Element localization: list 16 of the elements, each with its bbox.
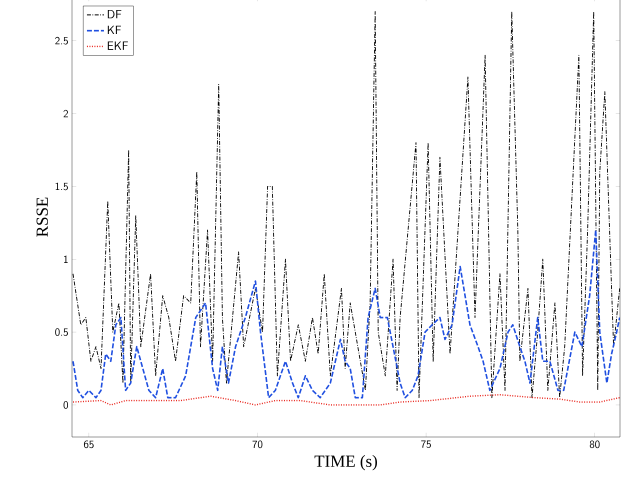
line-series — [72, 229, 620, 398]
x-axis-title: TIME (s) — [314, 455, 377, 470]
legend-label: DF — [108, 10, 122, 18]
x-tick-label: 75 — [421, 440, 431, 448]
x-tick-label: 80 — [590, 440, 600, 448]
y-tick-label: 1.5 — [56, 182, 68, 190]
y-tick-label: 0 — [64, 401, 68, 409]
y-tick-label: 1 — [64, 256, 68, 263]
y-axis-title: RSSE — [36, 198, 48, 237]
y-tick-label: 0.5 — [55, 328, 68, 336]
y-tick-label: 2 — [64, 110, 68, 118]
legend-label: EKF — [108, 42, 128, 50]
x-tick-label: 65 — [84, 440, 94, 448]
x-tick-label: 70 — [252, 440, 262, 448]
legend-label: KF — [108, 26, 121, 34]
y-tick-label: 2.5 — [55, 36, 68, 45]
